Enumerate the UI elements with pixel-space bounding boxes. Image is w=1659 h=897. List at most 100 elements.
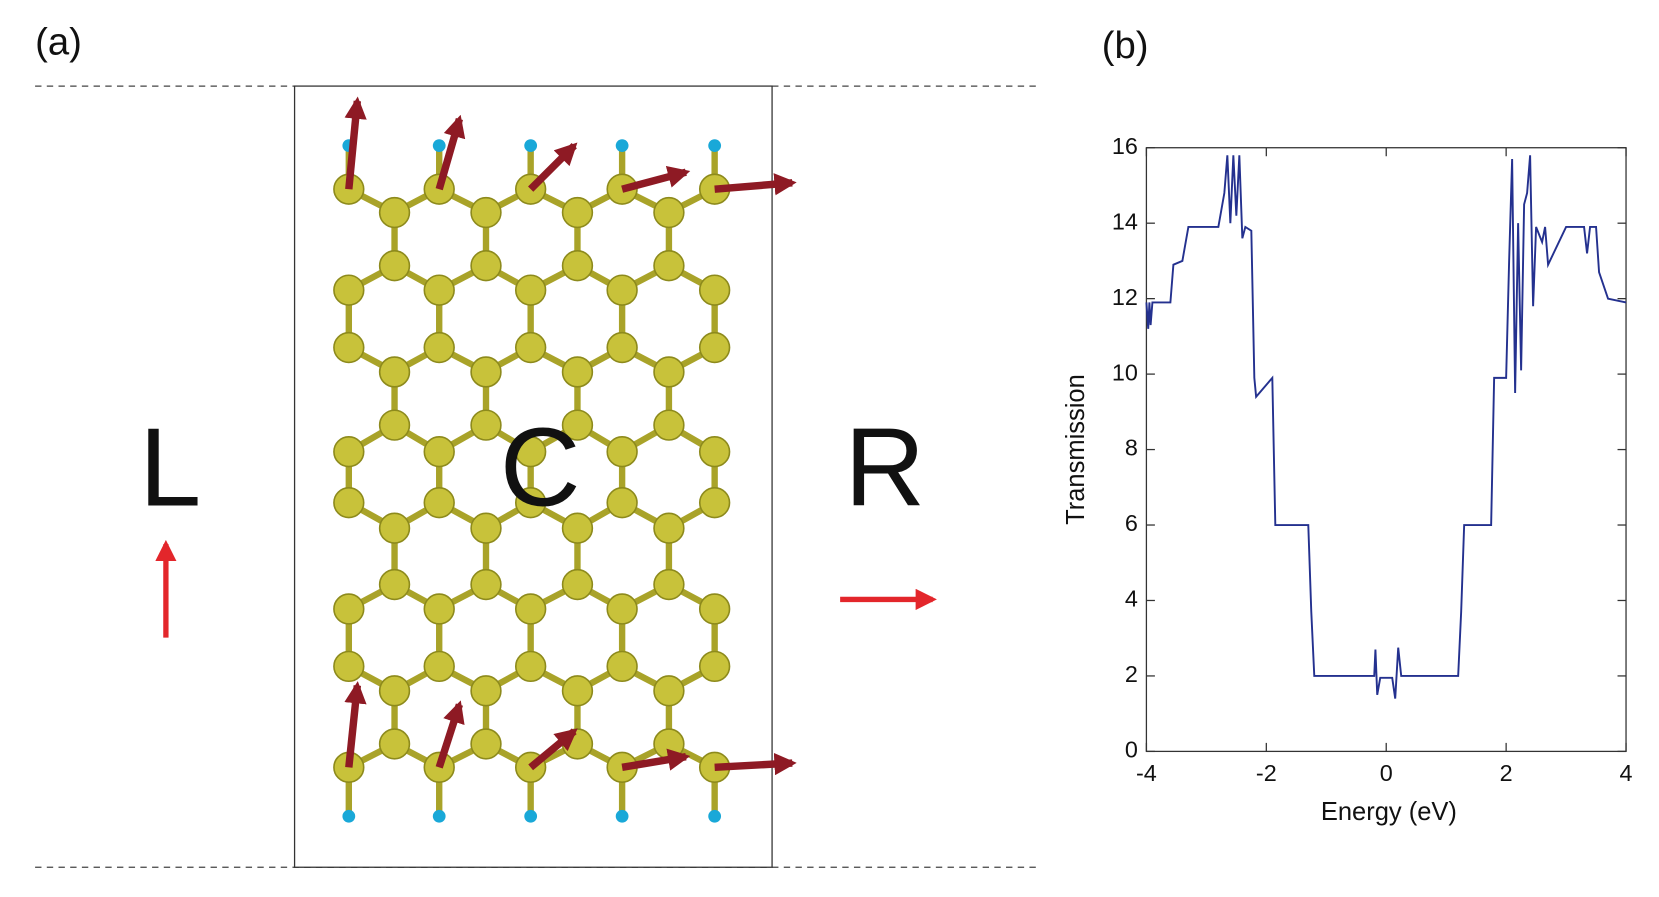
panel-a: (a) L C R bbox=[35, 21, 1037, 868]
carbon bbox=[470, 250, 502, 282]
carbon bbox=[514, 650, 547, 683]
moment-arrow bbox=[621, 748, 691, 772]
carbon bbox=[378, 675, 411, 707]
carbon bbox=[333, 436, 365, 468]
moment-arrow bbox=[344, 96, 367, 190]
carbon bbox=[378, 250, 411, 282]
y-tick-label: 2 bbox=[1125, 661, 1138, 687]
carbon bbox=[470, 675, 502, 707]
carbon bbox=[423, 331, 455, 364]
x-axis-label: Energy (eV) bbox=[1321, 798, 1457, 826]
y-tick-label: 12 bbox=[1112, 284, 1138, 310]
y-tick-label: 8 bbox=[1125, 435, 1138, 461]
plot-frame bbox=[1145, 147, 1627, 753]
hydrogen bbox=[615, 809, 629, 823]
carbon bbox=[698, 436, 731, 468]
carbon bbox=[333, 650, 365, 683]
carbon bbox=[561, 196, 594, 229]
carbon bbox=[606, 650, 638, 683]
hydrogen bbox=[432, 809, 446, 823]
carbon bbox=[378, 728, 411, 760]
carbon bbox=[514, 593, 547, 625]
carbon bbox=[470, 409, 502, 441]
moment-arrow bbox=[528, 728, 578, 771]
y-tick-label: 10 bbox=[1112, 359, 1138, 385]
carbon bbox=[653, 409, 685, 441]
carbon bbox=[561, 675, 594, 707]
carbon bbox=[653, 250, 685, 282]
carbon bbox=[698, 593, 731, 625]
carbon bbox=[653, 675, 685, 707]
y-tick-label: 0 bbox=[1125, 737, 1138, 763]
moment-arrow bbox=[714, 752, 797, 776]
carbon bbox=[378, 568, 411, 601]
y-tick-label: 4 bbox=[1125, 586, 1138, 612]
transmission-line bbox=[1145, 155, 1627, 699]
hydrogen bbox=[708, 809, 722, 823]
carbon bbox=[378, 196, 411, 229]
carbon bbox=[378, 512, 411, 544]
carbon bbox=[561, 356, 594, 388]
carbon bbox=[561, 250, 594, 282]
hydrogen bbox=[708, 139, 722, 152]
carbon bbox=[606, 331, 638, 364]
moment-arrow bbox=[528, 142, 578, 192]
carbon bbox=[470, 196, 502, 229]
moment-arrow bbox=[435, 114, 466, 191]
carbon bbox=[653, 196, 685, 229]
central-region bbox=[293, 85, 773, 868]
hydrogen bbox=[615, 139, 629, 152]
x-tick-label: 2 bbox=[1500, 760, 1513, 786]
carbon bbox=[653, 568, 685, 601]
y-tick-label: 6 bbox=[1125, 510, 1138, 536]
carbon bbox=[698, 650, 731, 683]
carbon bbox=[333, 331, 365, 364]
panel-b: (b) Energy (eV) Transmission -4 -2 0 2 4 0 2 4 6… bbox=[1062, 24, 1633, 826]
carbon bbox=[423, 650, 455, 683]
carbon bbox=[470, 512, 502, 544]
carbon bbox=[606, 274, 638, 306]
carbon bbox=[423, 487, 455, 519]
y-tick-label: 14 bbox=[1112, 208, 1138, 234]
x-tick-label: 4 bbox=[1620, 760, 1633, 786]
hydrogen bbox=[342, 809, 356, 823]
moment-arrow bbox=[714, 173, 797, 196]
panel-label: (b) bbox=[1102, 24, 1149, 67]
carbon bbox=[470, 356, 502, 388]
carbon bbox=[333, 593, 365, 625]
carbon bbox=[514, 331, 547, 364]
y-axis-label: Transmission bbox=[1062, 374, 1090, 525]
carbon bbox=[561, 409, 594, 441]
carbon bbox=[423, 274, 455, 306]
carbon bbox=[514, 274, 547, 306]
x-tick-label: 0 bbox=[1380, 760, 1393, 786]
lattice bbox=[333, 96, 797, 823]
hydrogen bbox=[524, 809, 538, 823]
hydrogen bbox=[432, 139, 446, 152]
x-tick-label: -2 bbox=[1256, 760, 1277, 786]
moment-arrow bbox=[344, 681, 367, 768]
carbon bbox=[606, 593, 638, 625]
carbon bbox=[606, 436, 638, 468]
region-label: C bbox=[500, 405, 581, 530]
hydrogen bbox=[524, 139, 538, 152]
carbon bbox=[378, 409, 411, 441]
region-label: R bbox=[844, 405, 925, 530]
x-tick-label: -4 bbox=[1136, 760, 1157, 786]
carbon bbox=[653, 512, 685, 544]
carbon bbox=[606, 487, 638, 519]
carbon bbox=[333, 274, 365, 306]
carbon bbox=[561, 568, 594, 601]
carbon bbox=[423, 436, 455, 468]
carbon bbox=[470, 568, 502, 601]
carbon bbox=[514, 487, 547, 519]
moment-arrow bbox=[435, 700, 465, 769]
carbon bbox=[698, 274, 731, 306]
carbon bbox=[333, 487, 365, 519]
carbon bbox=[423, 593, 455, 625]
region-label: L bbox=[139, 405, 201, 530]
moment-arrow bbox=[621, 165, 691, 193]
carbon bbox=[698, 487, 731, 519]
panel-label: (a) bbox=[35, 21, 82, 64]
